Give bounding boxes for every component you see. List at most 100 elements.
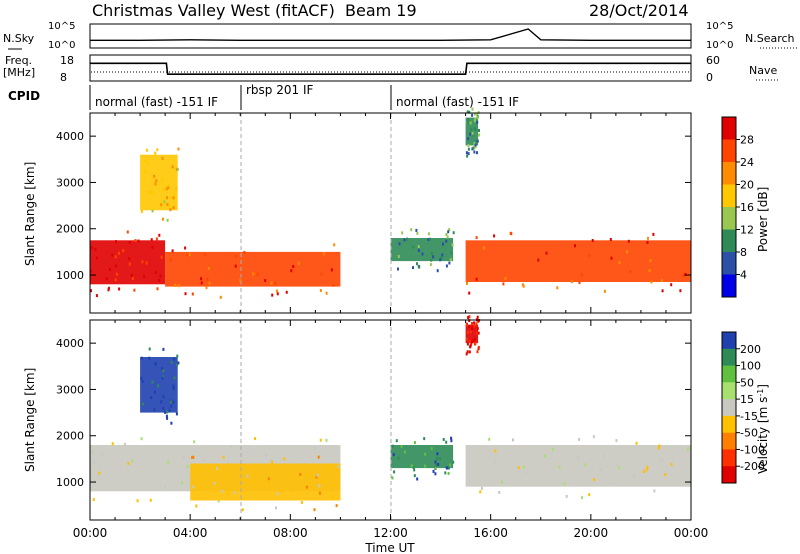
- heat-cell: [315, 475, 318, 479]
- frequency-left-tick-bottom: 8: [60, 71, 67, 84]
- heat-cell: [660, 279, 663, 283]
- heat-cell: [151, 191, 154, 195]
- heat-cell: [412, 245, 415, 249]
- heat-cell: [154, 362, 157, 365]
- heat-cell: [173, 376, 176, 380]
- heat-cell: [217, 499, 220, 503]
- heat-cell: [160, 201, 163, 205]
- heat-cell: [163, 200, 166, 204]
- heat-cell: [169, 208, 172, 212]
- heat-cell: [148, 347, 151, 351]
- heat-cell: [162, 347, 165, 351]
- heat-cell: [148, 356, 151, 360]
- plot-title: Christmas Valley West (fitACF): [92, 1, 335, 20]
- heat-cell: [128, 262, 131, 266]
- heat-cell: [149, 498, 152, 502]
- power-panel: 1000 2000 3000 4000 Slant Range [km] 28 24 20…: [23, 107, 770, 314]
- heat-cell: [162, 188, 165, 191]
- heat-cell: [162, 395, 165, 399]
- heat-cell: [477, 345, 480, 349]
- heat-cell: [297, 261, 300, 265]
- heat-cell: [468, 325, 471, 329]
- heat-cell: [451, 243, 454, 247]
- heat-cell: [442, 438, 445, 441]
- heat-cell: [473, 150, 476, 154]
- heat-cell: [466, 337, 468, 341]
- heat-cell: [161, 217, 164, 221]
- heat-cell: [108, 267, 111, 271]
- heat-cell: [300, 500, 303, 504]
- heat-cell: [169, 400, 172, 404]
- x-tick-label: 16:00: [473, 526, 508, 540]
- heat-cell: [243, 251, 246, 254]
- heat-cell: [471, 113, 474, 117]
- heat-cell: [254, 437, 257, 441]
- heat-cell: [446, 466, 449, 470]
- heat-cell: [173, 357, 176, 361]
- heat-cell: [473, 142, 476, 146]
- colorbar-swatch: [722, 117, 736, 140]
- heat-cell: [418, 265, 421, 269]
- heat-cell: [166, 218, 169, 222]
- heat-cell: [627, 239, 630, 243]
- heat-cell: [450, 436, 453, 440]
- frequency-panel: Freq. [MHz] 18 8 60 0 Nave: [3, 54, 778, 84]
- heat-cell: [476, 120, 479, 124]
- heat-cell: [200, 277, 203, 281]
- heat-cell: [137, 239, 140, 243]
- heat-cell: [159, 274, 162, 278]
- heat-cell: [147, 163, 150, 166]
- heat-cell: [233, 491, 236, 495]
- heat-cell: [239, 278, 242, 282]
- colorbar-swatch: [722, 449, 736, 467]
- heat-cell: [131, 459, 134, 463]
- heat-cell: [182, 455, 185, 459]
- heat-cell: [391, 444, 394, 448]
- heat-cell: [478, 133, 481, 137]
- heat-cell: [176, 167, 179, 171]
- heat-cell: [522, 284, 525, 288]
- heat-cell: [140, 356, 143, 360]
- heat-cell: [629, 270, 632, 274]
- heat-cell: [469, 121, 472, 125]
- heat-cell: [271, 293, 274, 297]
- heat-cell: [467, 118, 470, 122]
- heat-cell: [522, 465, 525, 469]
- heat-cell: [171, 249, 174, 253]
- heat-cell: [161, 179, 164, 183]
- heat-cell: [393, 470, 396, 474]
- heat-cell: [571, 280, 574, 284]
- colorbar-swatch: [722, 184, 736, 208]
- heat-cell: [111, 442, 114, 446]
- heat-cell: [151, 245, 154, 249]
- heat-cell: [472, 146, 475, 150]
- heat-cell: [609, 238, 612, 241]
- heat-cell: [330, 268, 333, 272]
- heat-cell: [252, 272, 255, 276]
- noise-panel: N.Sky 10^5 10^0 10^5 10^0 N.Search: [3, 21, 797, 51]
- heat-cell: [264, 279, 267, 283]
- heat-cell: [643, 470, 646, 474]
- y-tick-label: 4000: [56, 130, 84, 143]
- heat-cell: [434, 466, 437, 470]
- heat-cell: [417, 249, 420, 252]
- heat-cell: [580, 273, 583, 277]
- heat-cell: [105, 277, 108, 280]
- heat-cell: [202, 459, 205, 463]
- frequency-left-tick-top: 18: [60, 54, 74, 67]
- heat-cell: [435, 464, 437, 467]
- power-y-axis-label: Slant Range [km]: [23, 162, 37, 266]
- heat-cell: [469, 343, 472, 347]
- heat-cell: [154, 151, 157, 155]
- heat-cell: [228, 488, 231, 492]
- heat-cell: [118, 287, 121, 291]
- heat-cell: [186, 464, 189, 468]
- heat-cell: [226, 476, 229, 479]
- heat-cell: [512, 438, 514, 442]
- heat-cell: [664, 473, 667, 476]
- heat-cell: [466, 281, 468, 285]
- colorbar-swatch: [722, 399, 736, 417]
- heat-cell: [476, 151, 478, 155]
- heat-cell: [136, 499, 139, 503]
